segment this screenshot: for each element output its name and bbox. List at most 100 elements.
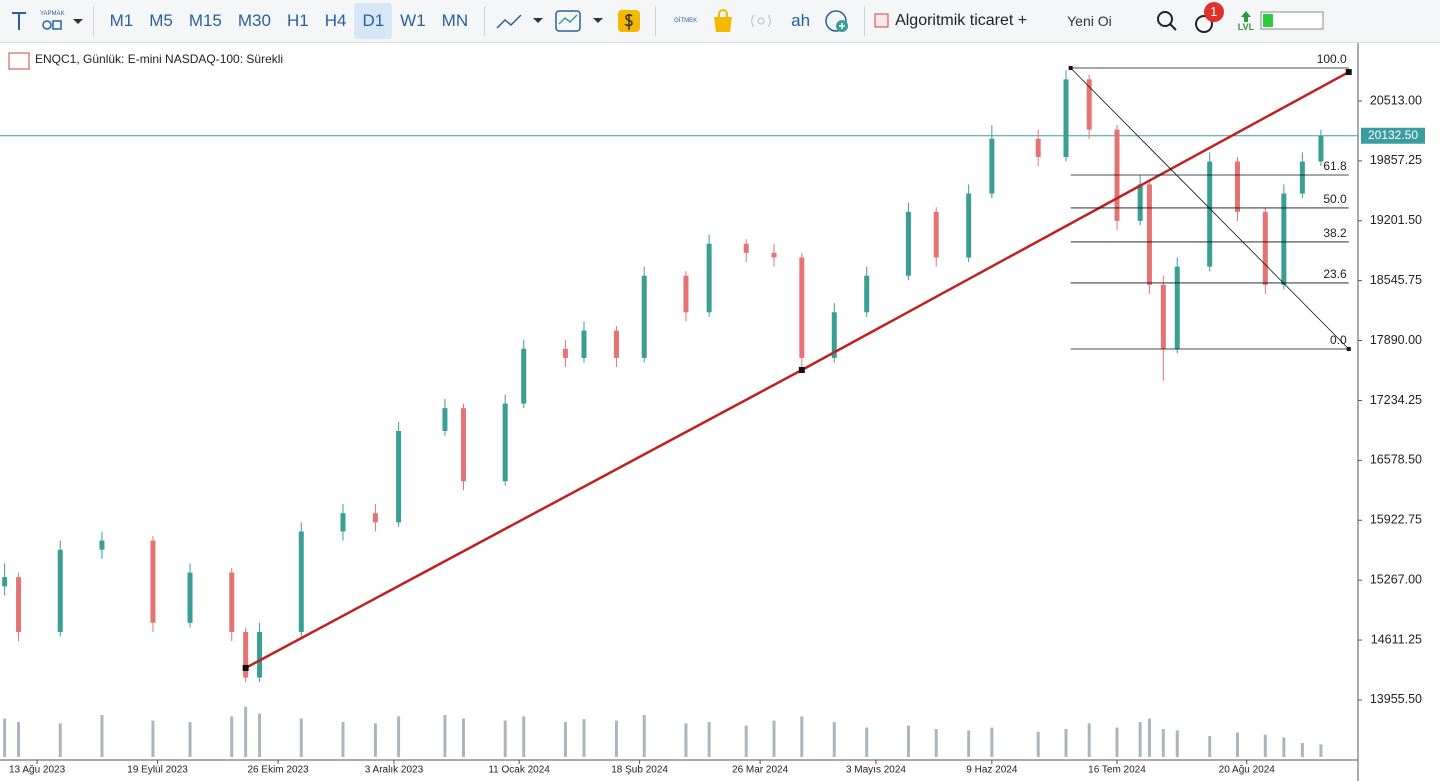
- volume-bar: [642, 715, 646, 757]
- y-tick-label: 15922.75: [1370, 513, 1422, 527]
- volume-bar: [684, 723, 688, 757]
- toolbar: YAPMAK M1 M5 M15 M30 H1 H4 D1 W1 MN GİTMEK ah Al…: [0, 0, 1440, 43]
- volume-bar: [1208, 736, 1212, 757]
- separator: [864, 6, 866, 36]
- timeframe-button[interactable]: W1: [400, 11, 426, 30]
- timeframes: M1 M5 M15 M30 H1 H4 D1 W1 MN: [102, 3, 477, 39]
- candle-body: [2, 577, 8, 587]
- lvl[interactable]: LVL: [1238, 10, 1254, 32]
- dropdown[interactable]: [71, 14, 85, 28]
- algo-checkbox[interactable]: [873, 12, 891, 30]
- volume-bar: [744, 725, 748, 757]
- fib-handle: [1068, 66, 1073, 71]
- volume-bar: [17, 722, 21, 757]
- text-tool[interactable]: [4, 6, 34, 36]
- account[interactable]: 1: [1190, 2, 1230, 36]
- candle-body: [864, 275, 870, 313]
- timeframe-button[interactable]: M15: [188, 11, 222, 30]
- volume-bar: [443, 715, 447, 757]
- signal-icon[interactable]: [741, 6, 781, 36]
- y-tick-label: 17890.00: [1370, 333, 1422, 347]
- candle-body: [257, 631, 263, 678]
- candle-body: [1160, 284, 1166, 349]
- candle-body: [581, 330, 587, 358]
- volume-bar: [906, 725, 910, 757]
- shop-icon[interactable]: [707, 6, 741, 36]
- volume-bar: [151, 720, 155, 757]
- x-tick-label: 3 Mayıs 2024: [846, 765, 906, 776]
- fib-label: 38.2: [1323, 226, 1347, 240]
- volume-bar: [100, 715, 104, 757]
- candle-body: [1174, 266, 1180, 349]
- candle-body: [1146, 184, 1152, 285]
- candle-body: [396, 430, 402, 523]
- new-order[interactable]: Yeni Oi: [1067, 13, 1112, 29]
- volume-bar: [299, 718, 303, 757]
- candle-body: [16, 577, 22, 632]
- indicators[interactable]: [553, 6, 613, 36]
- lvl-label: LVL: [1237, 22, 1255, 32]
- timeframe-button[interactable]: H1: [286, 11, 309, 30]
- candle-body: [502, 403, 508, 482]
- x-tick-label: 11 Ocak 2024: [488, 765, 550, 776]
- price-label: 20132.50: [1368, 128, 1418, 142]
- ah-button[interactable]: ah: [791, 11, 811, 30]
- fib-label: 61.8: [1323, 159, 1347, 173]
- candle-body: [683, 275, 689, 313]
- volume-bar: [1300, 743, 1304, 757]
- volume-bar: [865, 727, 869, 757]
- draw-menu[interactable]: YAPMAK: [40, 11, 65, 31]
- search-icon[interactable]: [1152, 6, 1182, 36]
- candle-body: [150, 540, 156, 623]
- timeframe-button[interactable]: MN: [441, 11, 469, 30]
- volume-bar: [582, 719, 586, 757]
- timeframe-button[interactable]: M30: [237, 11, 271, 30]
- y-tick-label: 19201.50: [1370, 213, 1422, 227]
- candle-body: [799, 257, 805, 358]
- volume-bar: [1161, 729, 1165, 757]
- chart-type[interactable]: [493, 6, 553, 36]
- volume-bar: [244, 706, 248, 757]
- timeframe-button[interactable]: M1: [109, 11, 134, 30]
- candle-body: [1137, 184, 1143, 221]
- candle-body: [1063, 79, 1069, 157]
- volume-bar: [1319, 744, 1323, 757]
- volume-bar: [832, 722, 836, 757]
- go-label[interactable]: GİTMEK: [674, 18, 698, 24]
- x-tick-label: 19 Eylül 2023: [127, 765, 188, 776]
- candle-body: [1086, 79, 1092, 130]
- symbol-icon: [8, 52, 30, 70]
- candle-body: [442, 408, 448, 431]
- timeframe-button[interactable]: D1: [354, 3, 393, 39]
- candle-body: [613, 330, 619, 358]
- y-tick-label: 18545.75: [1370, 273, 1422, 287]
- candle-body: [521, 348, 527, 404]
- volume-bar: [58, 723, 62, 757]
- fib-label: 0.0: [1330, 333, 1347, 347]
- volume-bar: [1115, 727, 1119, 757]
- volume-bar: [522, 716, 526, 757]
- fib-label: 50.0: [1323, 192, 1347, 206]
- x-tick-label: 26 Mar 2024: [732, 765, 789, 776]
- volume-bar: [990, 727, 994, 757]
- chart-title: ENQC1, Günlük: E-mini NASDAQ-100: Sürekl…: [35, 52, 283, 66]
- draw-icon: [42, 20, 63, 30]
- timeframe-button[interactable]: M5: [149, 11, 173, 30]
- candle-body: [905, 211, 911, 276]
- algo-trading[interactable]: Algoritmik ticaret +: [895, 12, 1028, 29]
- volume-bar: [1235, 732, 1239, 757]
- x-tick-label: 16 Tem 2024: [1088, 765, 1146, 776]
- candle-body: [243, 631, 249, 678]
- volume-bar: [503, 720, 507, 757]
- candle-body: [1035, 138, 1041, 157]
- timeframe-button[interactable]: H4: [324, 11, 347, 30]
- fib-trend: [1070, 67, 1350, 350]
- lvl-arrow: [1240, 11, 1251, 22]
- candle-body: [460, 408, 466, 482]
- globe-icon[interactable]: [820, 6, 856, 36]
- trendline-handle: [798, 366, 805, 373]
- volume-bar: [772, 720, 776, 757]
- x-tick-label: 18 Şub 2024: [611, 765, 668, 776]
- dollar-icon[interactable]: [613, 6, 647, 36]
